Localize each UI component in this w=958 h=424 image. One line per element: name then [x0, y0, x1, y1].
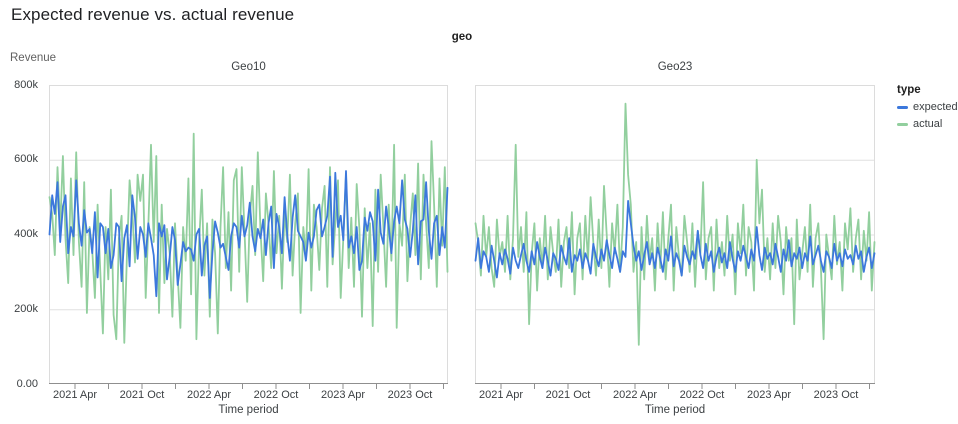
- expected-series-line: [48, 170, 449, 299]
- x-tick-label: 2022 Oct: [253, 389, 299, 401]
- facet-plot-geo10: [48, 85, 449, 389]
- x-tick-label: 2021 Oct: [119, 389, 165, 401]
- y-axis-tick-labels: 0.00 200k 400k 600k 800k: [0, 0, 44, 424]
- x-tick-label: 2021 Oct: [545, 389, 591, 401]
- legend-label-expected: expected: [913, 101, 958, 113]
- actual-series-swatch-icon: [897, 123, 908, 126]
- x-axis-title-geo23: Time period: [644, 404, 706, 416]
- y-tick-label: 400k: [14, 228, 38, 240]
- x-tick-label: 2022 Oct: [679, 389, 725, 401]
- page-title: Expected revenue vs. actual revenue: [11, 5, 295, 24]
- x-tick-label: 2022 Apr: [186, 389, 232, 401]
- x-axis-title-geo10: Time period: [218, 404, 279, 416]
- facet-title-geo23: Geo23: [657, 61, 693, 73]
- expected-series-line: [474, 200, 876, 279]
- legend-label-actual: actual: [913, 118, 943, 130]
- expected-series-swatch-icon: [897, 106, 908, 109]
- y-tick-label: 800k: [14, 78, 38, 91]
- facet-field-header: geo: [451, 31, 473, 43]
- y-tick-label: 0.00: [16, 377, 38, 390]
- x-tick-label: 2022 Apr: [612, 389, 658, 401]
- facet-plot-geo23: [474, 85, 876, 389]
- legend: type expected actual: [897, 84, 958, 135]
- facet-title-geo10: Geo10: [231, 61, 266, 73]
- legend-item-expected[interactable]: expected: [897, 101, 958, 114]
- x-tick-label: 2021 Apr: [478, 389, 524, 401]
- y-tick-label: 200k: [14, 302, 38, 315]
- x-axis-tick-labels-geo23: 2021 Apr 2021 Oct 2022 Apr 2022 Oct 2023 Apr…: [475, 389, 875, 403]
- x-tick-label: 2023 Oct: [813, 389, 859, 401]
- x-tick-label: 2021 Apr: [52, 389, 98, 401]
- x-tick-label: 2023 Apr: [746, 389, 792, 401]
- x-tick-label: 2023 Apr: [320, 389, 366, 401]
- x-axis-tick-labels-geo10: 2021 Apr 2021 Oct 2022 Apr 2022 Oct 2023 Apr…: [49, 389, 448, 403]
- x-tick-label: 2023 Oct: [387, 389, 433, 401]
- y-tick-label: 600k: [14, 153, 38, 166]
- legend-title: type: [897, 84, 921, 96]
- y-axis-title: Revenue: [10, 52, 57, 64]
- actual-series-line: [48, 132, 449, 344]
- legend-item-actual[interactable]: actual: [897, 118, 958, 131]
- actual-series-line: [474, 102, 876, 346]
